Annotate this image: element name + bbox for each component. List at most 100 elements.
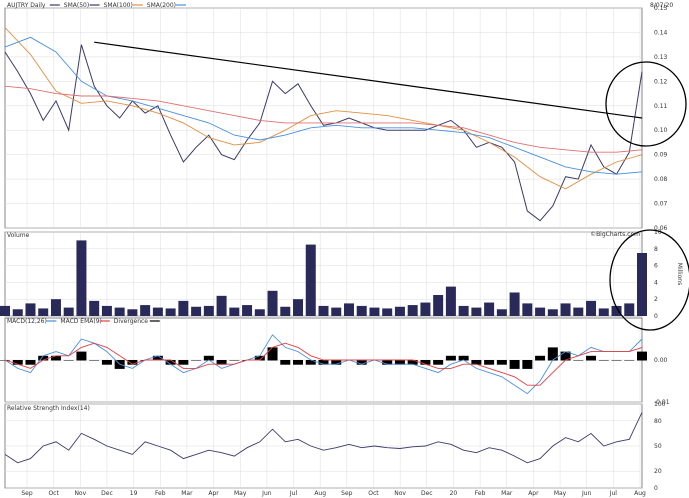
legend-label: AUJTRY Daily [7, 2, 46, 9]
x-tick-label: Dec [101, 490, 113, 497]
rsi-y-tick: 0 [654, 485, 658, 492]
rsi-y-tick: 100 [654, 401, 666, 408]
divergence-bar [637, 352, 647, 361]
divergence-bar [535, 356, 545, 361]
rsi-label: Relative Strength Index(14) [7, 405, 90, 412]
x-tick-label: Feb [155, 490, 166, 497]
x-tick-label: Jul [289, 490, 298, 497]
divergence-bar [191, 360, 201, 361]
chart-date: 8/07/20 [650, 2, 673, 9]
panel-frame-vol [5, 232, 642, 316]
legend-label: SMA(50) [64, 2, 89, 9]
divergence-bar [89, 360, 99, 361]
price-y-tick: 0.08 [654, 176, 668, 183]
divergence-bar [280, 360, 290, 365]
divergence-bar [484, 360, 494, 365]
x-tick-label: Jun [581, 490, 592, 497]
volume-bar [510, 292, 520, 316]
rsi-y-tick: 50 [654, 443, 662, 450]
volume-bar [395, 307, 405, 316]
divergence-bar [548, 347, 558, 360]
volume-bar [229, 308, 239, 316]
volume-bar [127, 309, 137, 316]
x-axis: Sep Oct Nov Dec 19 Feb Mar Apr May Jun Jul Aug Sep Oc… [21, 490, 646, 497]
volume-y-tick: 2 [654, 296, 658, 303]
volume-bar [471, 308, 481, 316]
volume-bar [420, 303, 430, 316]
volume-bar [637, 253, 647, 316]
volume-bar [433, 295, 443, 316]
divergence-bar [268, 347, 278, 360]
volume-y-tick: 0 [654, 313, 658, 320]
x-tick-label: Dec [421, 490, 433, 497]
volume-bar [369, 308, 379, 316]
rsi-y-tick: 20 [654, 468, 662, 475]
divergence-bar [229, 360, 239, 361]
volume-bar [25, 303, 35, 316]
volume-unit: Millions [676, 263, 683, 285]
divergence-bar [599, 360, 609, 361]
x-tick-label: May [554, 490, 567, 497]
volume-bar [497, 309, 507, 316]
volume-bar [217, 296, 227, 316]
divergence-bar [433, 360, 443, 365]
volume-bar [268, 291, 278, 316]
volume-bar [153, 308, 163, 316]
x-tick-label: 19 [130, 490, 138, 497]
volume-bar [344, 303, 354, 316]
x-tick-label: Oct [368, 490, 379, 497]
divergence-bar [102, 360, 112, 365]
divergence-bar [510, 360, 520, 369]
price-y-tick: 0.13 [654, 54, 668, 61]
volume-y-tick: 8 [654, 246, 658, 253]
divergence-bar [586, 356, 596, 361]
macd-legend-label: MACD(12,26) [7, 318, 47, 325]
x-tick-label: Mar [501, 490, 513, 497]
divergence-bar [25, 360, 35, 365]
volume-bar [242, 305, 252, 316]
x-tick-label: 20 [450, 490, 458, 497]
x-tick-label: Aug [634, 490, 646, 497]
volume-bar [64, 308, 74, 316]
price-y-tick: 0.12 [654, 78, 668, 85]
volume-bar [166, 308, 176, 316]
volume-bar [408, 305, 418, 316]
volume-bar [38, 308, 48, 316]
volume-bar [586, 301, 596, 316]
volume-bar [357, 306, 367, 316]
volume-bar [306, 245, 316, 316]
x-tick-label: Feb [475, 490, 486, 497]
divergence-bar [446, 356, 456, 361]
volume-bar [140, 305, 150, 316]
rsi-y-tick: 80 [654, 418, 662, 425]
volume-bar [293, 299, 303, 316]
volume-bar [535, 308, 545, 316]
panel-frames [5, 8, 642, 488]
x-tick-label: Mar [181, 490, 193, 497]
x-tick-label: Nov [74, 490, 86, 497]
price-y-tick: 0.07 [654, 201, 668, 208]
volume-bar [51, 299, 61, 316]
volume-bar [548, 309, 558, 316]
price-y-tick: 0.10 [654, 127, 668, 134]
volume-bar [319, 306, 329, 316]
legend-label: SMA(200) [147, 2, 176, 9]
volume-bar [522, 303, 532, 316]
macd-y-tick: 0.00 [654, 357, 668, 364]
divergence-bar [76, 352, 86, 361]
volume-y-tick: 6 [654, 263, 658, 270]
price-y-tick: 0.09 [654, 152, 668, 159]
volume-bar [280, 307, 290, 316]
x-tick-label: Apr [528, 490, 539, 497]
macd-legend-label: MACD EMA(9) [60, 318, 101, 325]
divergence-bar [293, 360, 303, 365]
volume-bar [331, 308, 341, 316]
divergence-bar [624, 360, 634, 361]
volume-bar [13, 309, 23, 316]
watermark: ©BigCharts.com [590, 231, 640, 238]
volume-bar [89, 301, 99, 316]
x-tick-label: Apr [208, 490, 219, 497]
volume-bar [76, 240, 86, 316]
x-tick-label: Sep [21, 490, 33, 497]
volume-label: Volume [7, 232, 30, 239]
